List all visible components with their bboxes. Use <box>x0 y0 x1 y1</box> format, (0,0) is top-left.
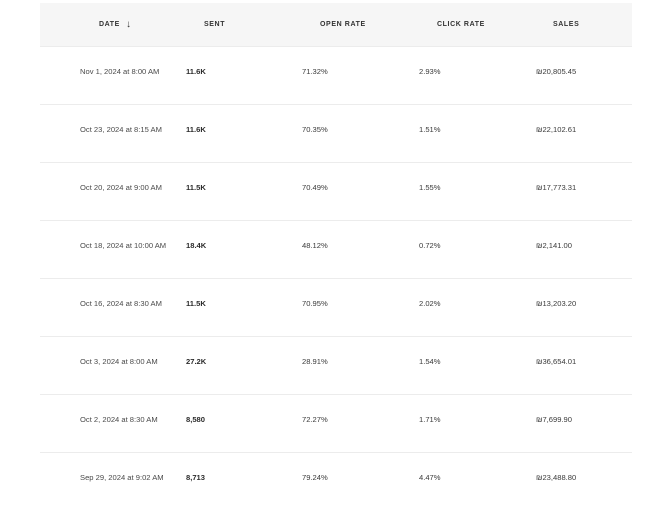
cell-date: Oct 3, 2024 at 8:00 AM <box>80 357 158 366</box>
cell-sent: 8,713 <box>186 473 206 482</box>
cell-sales: ₪22,102.61 <box>536 125 577 134</box>
table-row[interactable]: Oct 20, 2024 at 9:00 AM 11.5K 70.49% 1.5… <box>40 163 632 221</box>
cell-open-rate: 70.95% <box>302 299 328 308</box>
column-header-open-rate[interactable]: OPEN RATE <box>320 21 366 28</box>
cell-click-rate: 1.51% <box>419 125 441 134</box>
cell-click-rate: 1.71% <box>419 415 441 424</box>
table-row[interactable]: Oct 3, 2024 at 8:00 AM 27.2K 28.91% 1.54… <box>40 337 632 395</box>
cell-click-rate: 2.93% <box>419 67 441 76</box>
cell-date: Nov 1, 2024 at 8:00 AM <box>80 67 160 76</box>
cell-date: Oct 16, 2024 at 8:30 AM <box>80 299 162 308</box>
column-header-date-label: DATE <box>99 21 120 28</box>
table-row[interactable]: Nov 1, 2024 at 8:00 AM 11.6K 71.32% 2.93… <box>40 47 632 105</box>
cell-sent: 8,580 <box>186 415 206 424</box>
cell-sent: 18.4K <box>186 241 207 250</box>
cell-click-rate: 4.47% <box>419 473 441 482</box>
cell-sales: ₪7,699.90 <box>536 415 573 424</box>
table-row[interactable]: Oct 23, 2024 at 8:15 AM 11.6K 70.35% 1.5… <box>40 105 632 163</box>
table-row[interactable]: Oct 16, 2024 at 8:30 AM 11.5K 70.95% 2.0… <box>40 279 632 337</box>
column-header-click-rate[interactable]: CLICK RATE <box>437 21 485 28</box>
cell-sales: ₪2,141.00 <box>536 241 573 250</box>
cell-open-rate: 70.35% <box>302 125 328 134</box>
cell-sent: 11.6K <box>186 67 206 76</box>
table-row[interactable]: Sep 29, 2024 at 9:02 AM 8,713 79.24% 4.4… <box>40 453 632 510</box>
cell-date: Oct 18, 2024 at 10:00 AM <box>80 241 167 250</box>
cell-open-rate: 70.49% <box>302 183 328 192</box>
cell-open-rate: 72.27% <box>302 415 328 424</box>
cell-date: Oct 20, 2024 at 9:00 AM <box>80 183 162 192</box>
arrow-down-icon[interactable]: ↓ <box>125 19 132 30</box>
table-row[interactable]: Oct 18, 2024 at 10:00 AM 18.4K 48.12% 0.… <box>40 221 632 279</box>
cell-open-rate: 28.91% <box>302 357 328 366</box>
cell-sent: 11.5K <box>186 299 206 308</box>
column-header-date[interactable]: DATE ↓ <box>99 3 132 46</box>
cell-sales: ₪13,203.20 <box>536 299 577 308</box>
cell-open-rate: 48.12% <box>302 241 328 250</box>
cell-sales: ₪23,488.80 <box>536 473 577 482</box>
cell-click-rate: 1.55% <box>419 183 441 192</box>
column-header-sent[interactable]: SENT <box>204 21 226 28</box>
campaign-table: DATE ↓ SENT OPEN RATE CLICK RATE SALES N… <box>40 3 632 510</box>
cell-sales: ₪17,773.31 <box>536 183 577 192</box>
cell-click-rate: 2.02% <box>419 299 441 308</box>
cell-date: Sep 29, 2024 at 9:02 AM <box>80 473 164 482</box>
cell-sent: 27.2K <box>186 357 207 366</box>
cell-click-rate: 0.72% <box>419 241 441 250</box>
cell-sent: 11.5K <box>186 183 206 192</box>
cell-sales: ₪20,805.45 <box>536 67 577 76</box>
cell-date: Oct 2, 2024 at 8:30 AM <box>80 415 158 424</box>
cell-sent: 11.6K <box>186 125 206 134</box>
cell-click-rate: 1.54% <box>419 357 441 366</box>
cell-open-rate: 79.24% <box>302 473 328 482</box>
cell-date: Oct 23, 2024 at 8:15 AM <box>80 125 162 134</box>
table-row[interactable]: Oct 2, 2024 at 8:30 AM 8,580 72.27% 1.71… <box>40 395 632 453</box>
cell-open-rate: 71.32% <box>302 67 328 76</box>
table-header: DATE ↓ SENT OPEN RATE CLICK RATE SALES <box>40 3 632 47</box>
cell-sales: ₪36,654.01 <box>536 357 577 366</box>
column-header-sales[interactable]: SALES <box>553 21 580 28</box>
